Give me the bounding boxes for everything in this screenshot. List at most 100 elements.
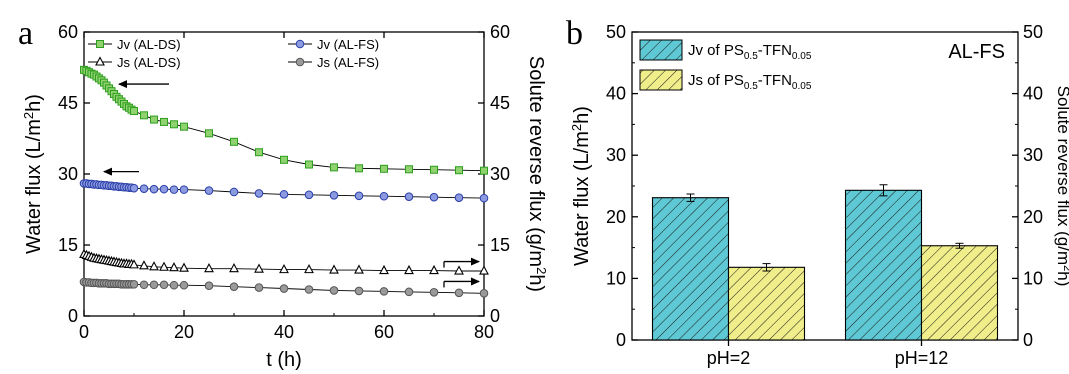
panel-b-condition-label: AL-FS — [948, 41, 1005, 63]
panel-a-data-point — [255, 148, 263, 157]
panel-a-data-point — [169, 262, 179, 272]
panel-a-legend: Jv (AL-DS) Jv (AL-FS) Js (AL-DS) Js (AL-FS) — [88, 37, 379, 70]
panel-a-legend-label: Jv (AL-FS) — [317, 37, 379, 52]
panel-a-data-point — [354, 191, 364, 201]
panel-a-x-axis-label: t (h) — [266, 349, 302, 371]
panel-a-data-point — [404, 287, 414, 297]
panel-a-data-point — [354, 264, 364, 274]
panel-a-data-point — [479, 265, 489, 275]
panel-a-data-point — [304, 285, 314, 294]
panel-a-series-2 — [79, 248, 489, 275]
panel-b-y2-tick-label: 50 — [1023, 22, 1043, 42]
panel-a-data-point — [404, 192, 414, 202]
panel-a-data-point — [304, 263, 314, 274]
panel-a-data-point — [454, 193, 464, 202]
panel-b-bar — [920, 245, 999, 341]
panel-a-data-point — [204, 186, 214, 195]
panel-a-x-tick-label: 80 — [474, 322, 494, 342]
panel-b-y-tick-label: 40 — [606, 84, 626, 104]
panel-a-data-point — [329, 191, 339, 200]
panel-a-x-tick-label: 60 — [374, 322, 394, 342]
panel-b-y2-tick-label: 10 — [1023, 268, 1043, 288]
panel-a-y2-axis-label: Solute reverse flux (g/m2h) — [525, 56, 550, 292]
panel-a-data-point — [429, 288, 439, 297]
panel-a-data-point — [149, 280, 159, 290]
panel-a-plot-frame — [83, 31, 485, 317]
panel-a-series-3 — [79, 277, 489, 298]
panel-a-label: a — [18, 15, 33, 52]
panel-a-data-point — [329, 286, 339, 295]
panel-a-y-tick-label: 0 — [68, 306, 78, 326]
panel-a-data-point — [355, 164, 363, 173]
panel-a-legend-entry: Jv (AL-FS) — [288, 37, 379, 52]
panel-a-data-point — [205, 129, 213, 138]
panel-a-data-point — [169, 280, 179, 290]
panel-a-legend-marker — [295, 39, 305, 49]
panel-a-data-point — [254, 189, 264, 198]
panel-b-y2-tick-label: 0 — [1023, 330, 1033, 350]
panel-a-data-point — [179, 185, 189, 194]
panel-a-data-point — [380, 164, 388, 173]
panel-a-legend-marker — [96, 40, 104, 48]
panel-a-data-point — [354, 286, 364, 296]
panel-a-data-point — [150, 115, 158, 124]
panel-a-data-point — [204, 262, 214, 273]
panel-a-data-point — [204, 281, 214, 291]
panel-a-data-point — [230, 137, 238, 146]
panel-a-legend-entry: Js (AL-DS) — [88, 55, 181, 70]
panel-a-data-point — [479, 288, 489, 298]
panel-a-data-point — [149, 261, 159, 271]
panel-a-data-point — [280, 155, 288, 164]
panel-a-data-point — [159, 184, 169, 194]
panel-a-y2-tick-label: 60 — [490, 22, 510, 42]
panel-a-data-point — [430, 165, 438, 174]
panel-b-legend-label: Js of PS0.5-TFN0.05 — [688, 72, 812, 92]
panel-a-y-tick-label: 60 — [58, 22, 78, 42]
panel-a-data-point — [429, 264, 439, 275]
panel-a-data-point — [139, 260, 149, 270]
panel-b-y-tick-label: 30 — [606, 145, 626, 165]
panel-a-data-point — [139, 280, 149, 290]
panel-a-data-point — [329, 264, 339, 274]
panel-a-data-point — [229, 262, 239, 273]
panel-b-y-tick-label: 10 — [606, 268, 626, 288]
panel-b-y-axis-label: Water flux (L/m2h) — [569, 106, 594, 266]
panel-a-data-point — [279, 263, 289, 274]
panel-b-y2-tick-label: 40 — [1023, 84, 1043, 104]
panel-a-legend-entry: Js (AL-FS) — [288, 55, 379, 70]
panel-b-legend-swatch — [639, 69, 683, 91]
panel-a-data-point — [304, 190, 314, 200]
panel-a-legend-marker — [295, 57, 305, 67]
panel-a-data-point — [330, 163, 338, 172]
panel-a-data-point — [254, 283, 264, 292]
panel-a-data-point — [454, 265, 464, 275]
panel-a-data-point — [379, 287, 389, 296]
panel-a-data-point — [129, 279, 139, 289]
panel-b-x-tick-label: pH=12 — [895, 348, 949, 368]
panel-a-data-point — [480, 166, 488, 175]
panel-b-chart: b 0 10 20 30 40 50 0 10 20 30 40 50 pH=2 pH=12 Wate… — [566, 15, 1069, 368]
panel-a-data-point — [454, 288, 464, 298]
panel-a-data-point — [229, 282, 239, 291]
panel-a-data-point — [159, 280, 169, 290]
panel-a-x-tick-label: 0 — [79, 322, 89, 342]
panel-a-legend-entry: Jv (AL-DS) — [88, 37, 181, 52]
panel-a-data-point — [180, 122, 188, 131]
panel-b-y2-tick-label: 20 — [1023, 207, 1043, 227]
panel-a-y2-tick-label: 0 — [490, 306, 500, 326]
panel-a-data-point — [160, 117, 168, 126]
panel-a-data-point — [129, 183, 139, 193]
panel-a-y2-tick-label: 15 — [490, 235, 510, 255]
panel-a-data-point — [179, 262, 189, 272]
panel-a-data-point — [254, 263, 264, 273]
panel-b-y-tick-label: 0 — [616, 330, 626, 350]
panel-a-data-point — [169, 185, 179, 194]
panel-a-data-point — [170, 120, 178, 129]
panel-a-data-point — [179, 280, 189, 290]
panel-a-legend-label: Jv (AL-DS) — [117, 37, 181, 52]
panel-b-legend-entry: Jv of PS0.5-TFN0.05 — [639, 39, 812, 62]
panel-a-chart: a 0 20 40 60 80 0 15 30 45 60 0 15 30 45 60 t (h) Wa… — [18, 15, 550, 371]
panel-b-bar — [727, 266, 806, 341]
panel-a-y-tick-label: 45 — [58, 93, 78, 113]
panel-a-series-0 — [80, 65, 488, 175]
